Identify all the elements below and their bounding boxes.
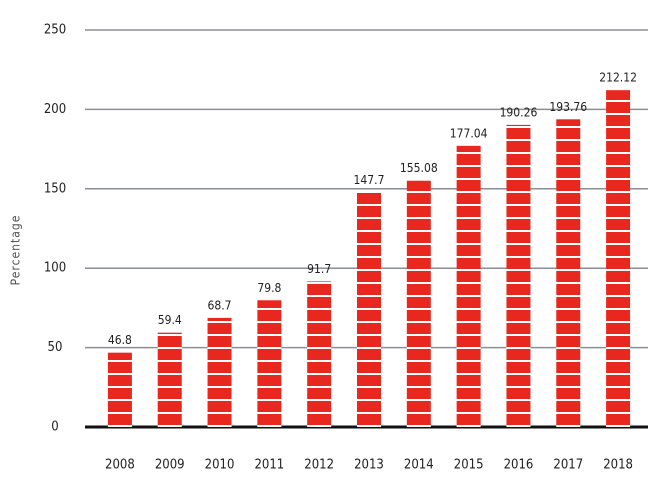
data-label: 46.8 — [108, 333, 132, 347]
data-label: 79.8 — [257, 281, 281, 295]
data-label: 190.26 — [500, 105, 538, 119]
y-tick-label: 200 — [44, 102, 66, 117]
x-tick-label: 2011 — [254, 458, 284, 473]
bar — [307, 281, 332, 427]
data-label: 59.4 — [158, 313, 182, 327]
y-tick-label: 50 — [48, 340, 63, 355]
bar — [257, 300, 282, 427]
x-tick-label: 2014 — [404, 458, 434, 473]
x-tick-label: 2013 — [354, 458, 384, 473]
bar — [506, 124, 531, 427]
bar — [357, 192, 381, 427]
x-tick-label: 2018 — [603, 458, 633, 473]
bar — [157, 332, 182, 427]
x-tick-label: 2009 — [155, 458, 185, 473]
x-tick-label: 2008 — [105, 458, 135, 473]
y-tick-label: 0 — [51, 420, 58, 435]
x-tick-label: 2015 — [454, 458, 484, 473]
data-label: 68.7 — [208, 298, 232, 312]
x-tick-label: 2010 — [205, 458, 235, 473]
y-axis-title: Percentage — [9, 215, 23, 286]
data-label: 193.76 — [549, 100, 587, 114]
x-tick-label: 2016 — [504, 458, 534, 473]
y-tick-label: 150 — [44, 181, 66, 196]
data-label: 177.04 — [450, 126, 488, 140]
y-tick-label: 100 — [44, 261, 66, 276]
x-tick-label: 2017 — [553, 458, 583, 473]
bar — [606, 90, 631, 427]
data-label: 147.7 — [354, 173, 385, 187]
data-label: 155.08 — [400, 161, 438, 175]
bar — [406, 180, 431, 427]
bar — [456, 145, 481, 427]
bar — [556, 119, 581, 428]
bar — [107, 352, 132, 427]
bar — [207, 317, 232, 427]
x-tick-label: 2012 — [304, 458, 334, 473]
y-tick-label: 250 — [44, 23, 66, 38]
data-label: 212.12 — [599, 71, 637, 85]
data-label: 91.7 — [307, 262, 331, 276]
